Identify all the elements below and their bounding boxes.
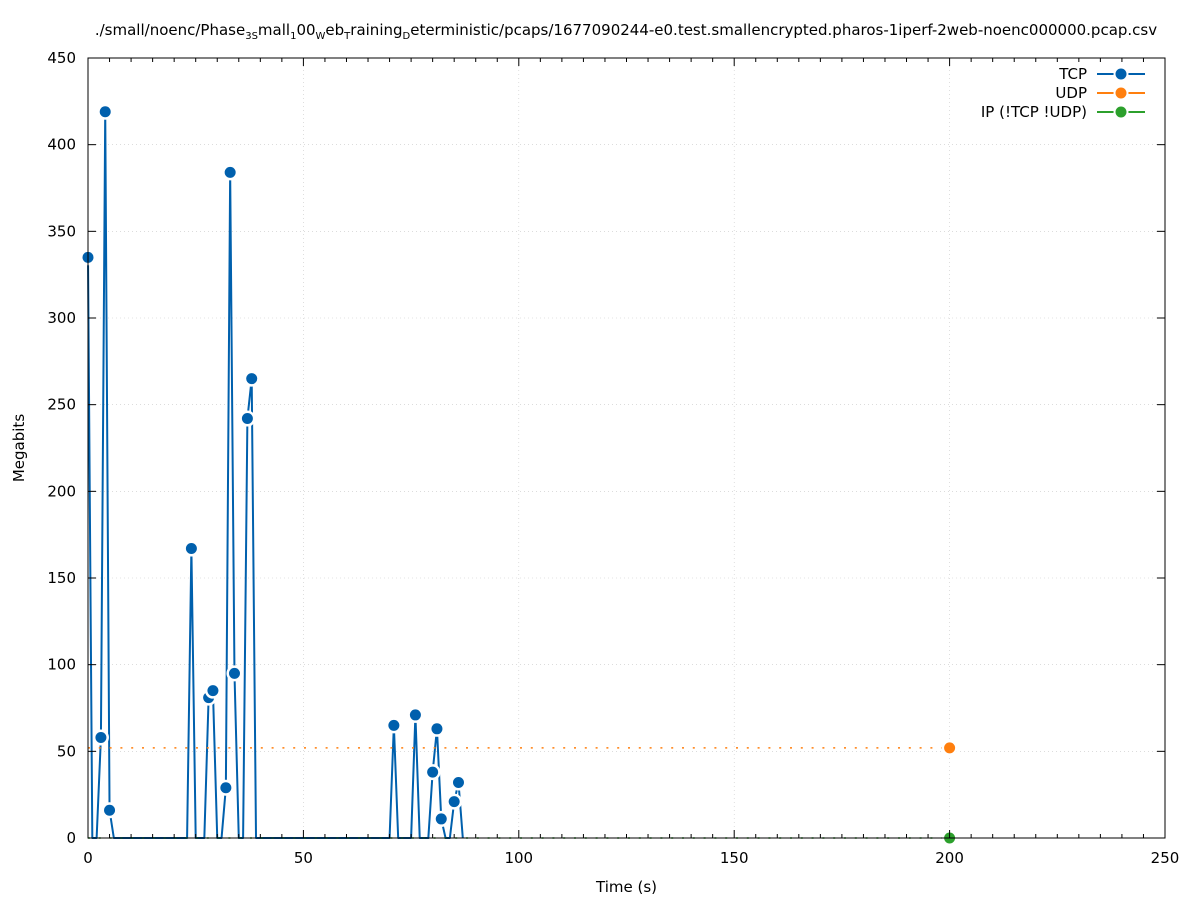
title-subscript: D bbox=[403, 31, 411, 42]
title-subscript: T bbox=[343, 31, 351, 42]
data-point-tcp bbox=[448, 796, 460, 808]
data-point-tcp bbox=[431, 723, 443, 735]
legend-marker bbox=[1115, 68, 1127, 80]
data-point-tcp bbox=[207, 685, 219, 697]
y-tick-label: 250 bbox=[47, 396, 76, 414]
y-tick-label: 300 bbox=[47, 309, 76, 327]
data-point-tcp bbox=[241, 413, 253, 425]
legend-marker bbox=[1115, 87, 1127, 99]
data-point-tcp bbox=[185, 543, 197, 555]
title-segment: raining bbox=[350, 21, 402, 39]
title-segment: eterministic/pcaps/1677090244-e0.test.sm… bbox=[410, 21, 1157, 39]
data-point-tcp bbox=[228, 667, 240, 679]
y-tick-label: 450 bbox=[47, 49, 76, 67]
data-point-tcp bbox=[99, 106, 111, 118]
y-tick-label: 0 bbox=[66, 829, 76, 847]
data-point-tcp bbox=[388, 719, 400, 731]
x-tick-label: 250 bbox=[1151, 849, 1180, 867]
data-point-tcp bbox=[409, 709, 421, 721]
y-tick-label: 150 bbox=[47, 569, 76, 587]
y-tick-label: 400 bbox=[47, 136, 76, 154]
data-point-udp bbox=[944, 742, 956, 754]
data-point-tcp bbox=[435, 813, 447, 825]
axis-ticks: 0 50 100 150 200 250 0 50 100 150 200 250 300 350 400 4… bbox=[47, 49, 1179, 867]
data-point-tcp bbox=[220, 782, 232, 794]
title-subscript: 1 bbox=[290, 31, 296, 42]
title-subscript: W bbox=[316, 31, 326, 42]
chart-title: ./small/noenc/Phase3Small100WebTrainingD… bbox=[95, 21, 1157, 42]
x-tick-label: 50 bbox=[294, 849, 313, 867]
data-point-tcp bbox=[95, 731, 107, 743]
legend-marker bbox=[1115, 106, 1127, 118]
y-tick-label: 350 bbox=[47, 222, 76, 240]
data-point-tcp bbox=[427, 766, 439, 778]
y-axis-title: Megabits bbox=[10, 414, 28, 482]
x-tick-label: 100 bbox=[504, 849, 533, 867]
title-segment: 00 bbox=[296, 21, 315, 39]
series-lines bbox=[87, 110, 950, 839]
legend-label: UDP bbox=[1055, 84, 1087, 102]
y-tick-label: 200 bbox=[47, 482, 76, 500]
legend-label: IP (!TCP !UDP) bbox=[981, 103, 1087, 121]
data-point-tcp bbox=[224, 166, 236, 178]
legend-label: TCP bbox=[1058, 65, 1087, 83]
data-point-tcp bbox=[104, 804, 116, 816]
series-markers bbox=[80, 103, 958, 846]
x-tick-label: 150 bbox=[720, 849, 749, 867]
title-segment: eb bbox=[325, 21, 344, 39]
y-tick-label: 100 bbox=[47, 656, 76, 674]
x-tick-label: 200 bbox=[935, 849, 964, 867]
x-axis-title: Time (s) bbox=[595, 878, 657, 896]
series-line-tcp bbox=[87, 110, 464, 839]
y-tick-label: 50 bbox=[57, 742, 76, 760]
title-subscript: 3S bbox=[245, 31, 258, 42]
data-point-tcp bbox=[246, 373, 258, 385]
data-point-tcp bbox=[452, 777, 464, 789]
x-tick-label: 0 bbox=[83, 849, 93, 867]
title-segment: mall bbox=[258, 21, 290, 39]
title-segment: ./small/noenc/Phase bbox=[95, 21, 245, 39]
